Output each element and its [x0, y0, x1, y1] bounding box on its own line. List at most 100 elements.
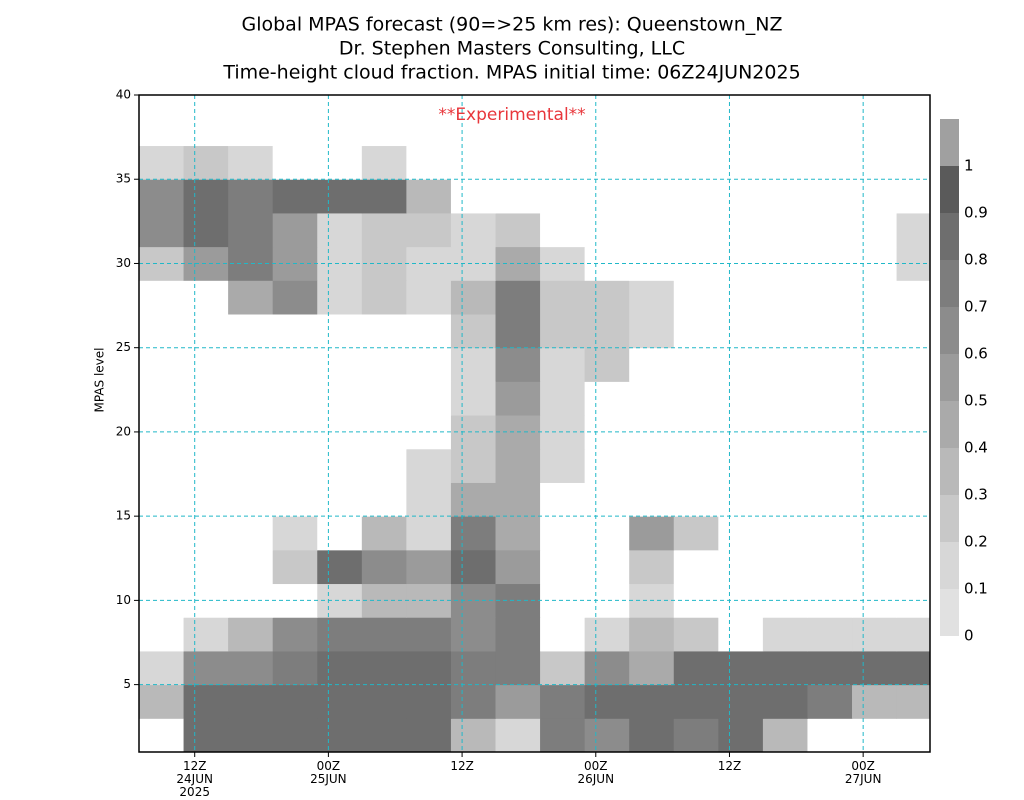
cloud-cell — [852, 516, 898, 551]
cloud-cell — [317, 516, 363, 551]
cloud-cell — [896, 212, 931, 248]
cloud-cell — [139, 212, 185, 248]
cloud-cell — [762, 95, 808, 113]
cloud-cell — [406, 684, 452, 719]
cloud-cell — [272, 718, 318, 753]
cloud-cell — [762, 381, 808, 416]
cloud-cell — [317, 381, 363, 416]
cloud-cell — [807, 482, 853, 517]
cloud-cell — [139, 381, 185, 416]
cloud-cell — [272, 179, 318, 214]
colorbar-box — [940, 260, 959, 307]
cloud-cell — [495, 95, 541, 113]
y-axis-label: MPAS level — [93, 348, 107, 413]
cloud-cell — [450, 212, 497, 248]
cloud-cell — [361, 280, 407, 315]
cloud-cell — [183, 482, 229, 517]
cloud-cell — [317, 111, 363, 147]
cloud-cell — [317, 347, 363, 382]
cloud-cell — [540, 347, 586, 382]
cloud-cell — [896, 95, 931, 113]
cloud-cell — [228, 448, 274, 483]
colorbar-box — [940, 119, 959, 166]
cloud-cell — [896, 549, 931, 585]
cloud-cell — [272, 280, 318, 315]
cloud-cell — [450, 95, 497, 113]
cloud-cell — [139, 684, 185, 719]
cloud-cell — [361, 95, 407, 113]
cloud-cell — [450, 381, 497, 416]
cloud-cell — [317, 718, 363, 753]
cloud-cell — [852, 212, 898, 248]
cloud-cell — [317, 549, 363, 585]
cloud-cell — [807, 718, 853, 753]
cloud-cell — [228, 718, 274, 753]
colorbar-label: 0.4 — [964, 439, 988, 457]
cloud-cell — [896, 516, 931, 551]
cloud-cell — [762, 212, 808, 248]
plot-frame — [138, 94, 931, 753]
cloud-cell — [361, 179, 407, 214]
cloud-cell — [540, 111, 586, 147]
cloud-cell — [852, 684, 898, 719]
cloud-cell — [540, 314, 586, 349]
cloud-cell — [540, 381, 586, 416]
cloud-cell — [495, 650, 541, 686]
cloud-cell — [495, 549, 541, 585]
cloud-cell — [584, 95, 630, 113]
cloud-cell — [896, 347, 931, 382]
cloud-cell — [183, 280, 229, 315]
cloud-cell — [807, 145, 853, 180]
cloud-cell — [183, 549, 229, 585]
cloud-cell — [540, 280, 586, 315]
cloud-cell — [584, 482, 630, 517]
cloud-cell — [450, 583, 497, 618]
cloud-cell — [495, 617, 541, 652]
cloud-cell — [317, 448, 363, 483]
cloud-cell — [673, 516, 719, 551]
cloud-cell — [718, 684, 764, 719]
cloud-cell — [317, 650, 363, 686]
colorbar-box — [940, 589, 959, 636]
cloud-cell — [495, 280, 541, 315]
cloud-cell — [361, 516, 407, 551]
cloud-cell — [629, 516, 675, 551]
cloud-cell — [540, 95, 586, 113]
cloud-cell — [317, 482, 363, 517]
cloud-cell — [317, 617, 363, 652]
cloud-cell — [807, 381, 853, 416]
cloud-cell — [584, 650, 630, 686]
cloud-cell — [584, 347, 630, 382]
cloud-cell — [228, 684, 274, 719]
cloud-cell — [272, 650, 318, 686]
colorbar-label: 1 — [964, 157, 974, 175]
cloud-cell — [228, 111, 274, 147]
cloud-cell — [139, 718, 185, 753]
colorbar-box — [940, 495, 959, 542]
cloud-cell — [361, 212, 407, 248]
cloud-cell — [807, 684, 853, 719]
colorbar-box — [940, 213, 959, 260]
cloud-cell — [807, 95, 853, 113]
cloud-cell — [584, 516, 630, 551]
cloud-cell — [317, 314, 363, 349]
cloud-cell — [629, 448, 675, 483]
cloud-cell — [673, 684, 719, 719]
cloud-cell — [139, 617, 185, 652]
cloud-cell — [762, 650, 808, 686]
cloud-cell — [807, 347, 853, 382]
cloud-cell — [718, 482, 764, 517]
cloud-cell — [272, 684, 318, 719]
cloud-cell — [228, 145, 274, 180]
cloud-cell — [272, 549, 318, 585]
y-tick-label: 10 — [116, 593, 131, 607]
cloud-cell — [139, 516, 185, 551]
cloud-cell — [406, 314, 452, 349]
cloud-cell — [495, 179, 541, 214]
cloud-cell — [762, 549, 808, 585]
cloud-cell — [495, 381, 541, 416]
cloud-cell — [584, 145, 630, 180]
cloud-cell — [896, 684, 931, 719]
cloud-cell — [540, 718, 586, 753]
x-tick-label: 00Z 25JUN — [310, 759, 347, 786]
